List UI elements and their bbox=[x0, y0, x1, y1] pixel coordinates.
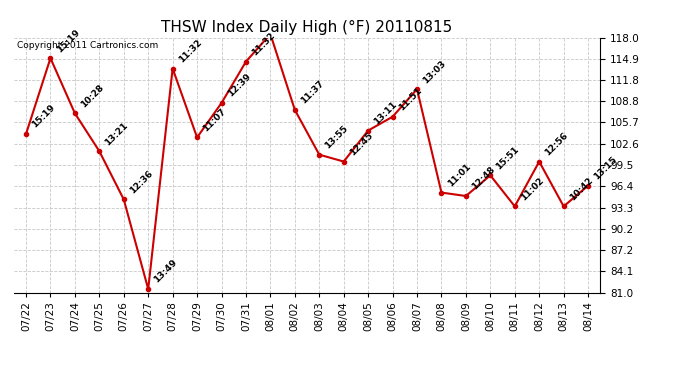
Text: 12:36: 12:36 bbox=[128, 169, 155, 195]
Text: 12:39: 12:39 bbox=[226, 72, 253, 99]
Text: 10:28: 10:28 bbox=[79, 82, 106, 109]
Text: 13:55: 13:55 bbox=[324, 124, 350, 150]
Text: 11:51: 11:51 bbox=[397, 86, 424, 112]
Text: 13:21: 13:21 bbox=[104, 120, 130, 147]
Text: 13:03: 13:03 bbox=[421, 58, 448, 85]
Text: 15:51: 15:51 bbox=[495, 145, 521, 171]
Text: 12:48: 12:48 bbox=[470, 165, 497, 192]
Text: 11:01: 11:01 bbox=[446, 162, 472, 188]
Text: 15:19: 15:19 bbox=[55, 27, 81, 54]
Text: 11:32: 11:32 bbox=[177, 38, 204, 64]
Title: THSW Index Daily High (°F) 20110815: THSW Index Daily High (°F) 20110815 bbox=[161, 20, 453, 35]
Text: 11:02: 11:02 bbox=[519, 176, 546, 202]
Text: 13:26: 13:26 bbox=[0, 374, 1, 375]
Text: 10:42: 10:42 bbox=[568, 176, 594, 202]
Text: 12:56: 12:56 bbox=[543, 131, 570, 158]
Text: 13:15: 13:15 bbox=[592, 155, 619, 182]
Text: 15:19: 15:19 bbox=[30, 103, 57, 130]
Text: 13:11: 13:11 bbox=[373, 100, 399, 126]
Text: 12:45: 12:45 bbox=[348, 131, 375, 158]
Text: 11:32: 11:32 bbox=[250, 31, 277, 57]
Text: 11:07: 11:07 bbox=[201, 106, 228, 133]
Text: 11:37: 11:37 bbox=[299, 79, 326, 106]
Text: 13:49: 13:49 bbox=[152, 258, 179, 285]
Text: Copyright 2011 Cartronics.com: Copyright 2011 Cartronics.com bbox=[17, 41, 158, 50]
